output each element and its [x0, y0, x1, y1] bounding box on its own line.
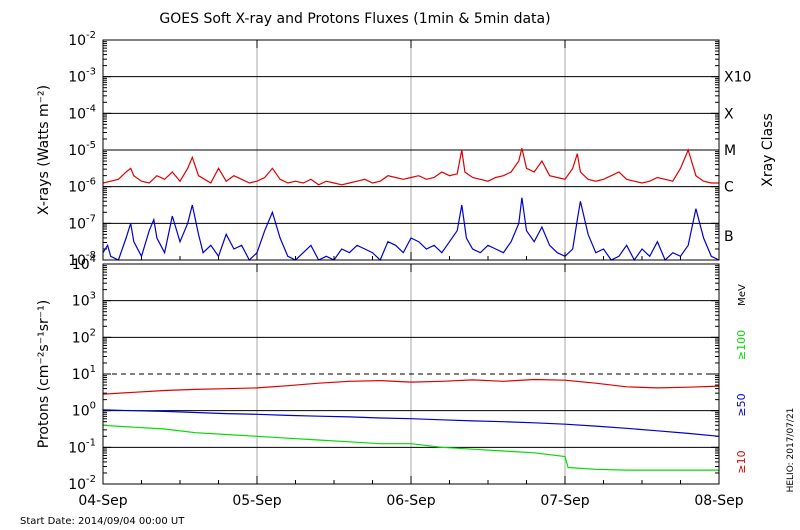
xray-class-labels: B C M X X10 [724, 70, 751, 246]
xray-y-tick-label-exponent: -8 [86, 250, 96, 261]
protons-y-tick-label: 100 [72, 401, 96, 420]
chart-title: GOES Soft X-ray and Protons Fluxes (1min… [159, 11, 550, 27]
xray-y-ticks: 10-810-710-610-510-410-310-2 [68, 30, 96, 269]
xray-series-line-0 [102, 148, 719, 186]
xray-y-tick-label: 10-5 [68, 140, 96, 159]
proton-y-axis-label: Protons (cm⁻²s⁻¹sr⁻¹) [36, 300, 52, 449]
x-tick-label: 06-Sep [386, 493, 435, 509]
xray-y-tick-label-exponent: -4 [86, 103, 96, 114]
protons-series-line-0 [102, 424, 719, 471]
xray-y-tick-label-exponent: -2 [86, 30, 96, 41]
xray-y-tick-label: 10-6 [68, 177, 96, 196]
proton-legend-entry: ≥50 [735, 393, 748, 416]
protons-y-tick-label-exponent: 4 [90, 254, 96, 265]
protons-y-tick-label: 10-1 [68, 437, 96, 456]
protons-y-tick-label: 103 [72, 291, 96, 310]
protons-y-tick-label: 10-2 [68, 474, 96, 493]
proton-grid [103, 263, 719, 485]
xray-class-label: C [724, 180, 734, 196]
protons-y-tick-label: 101 [72, 364, 96, 383]
xray-y-tick-label-exponent: -3 [86, 67, 96, 78]
proton-series [102, 378, 720, 471]
xray-class-label: X10 [724, 70, 751, 86]
protons-y-tick-label-exponent: 1 [90, 364, 96, 375]
xray-y-tick-label: 10-4 [68, 103, 96, 122]
xray-class-label: M [724, 143, 736, 159]
xray-right-axis-label: Xray Class [760, 113, 776, 187]
xray-y-tick-label-exponent: -5 [86, 140, 96, 151]
proton-legend: ≥100 ≥50 ≥10 [735, 330, 748, 474]
start-date-label: Start Date: 2014/09/04 00:00 UT [20, 516, 185, 527]
protons-y-tick-label-exponent: 0 [90, 401, 96, 412]
xray-y-tick-label: 10-7 [68, 213, 96, 232]
x-tick-label: 05-Sep [232, 493, 281, 509]
proton-legend-entry: ≥10 [735, 450, 748, 473]
protons-y-tick-label-exponent: -1 [86, 437, 96, 448]
xray-class-label: X [724, 106, 734, 122]
x-tick-label: 07-Sep [540, 493, 589, 509]
protons-y-tick-label: 104 [72, 254, 96, 273]
protons-y-tick-label: 102 [72, 327, 96, 346]
protons-y-tick-label-exponent: -2 [86, 474, 96, 485]
xray-y-tick-label: 10-3 [68, 67, 96, 86]
x-tick-label: 04-Sep [78, 493, 127, 509]
credit-label: HELIO: 2017/07/21 [786, 408, 796, 493]
x-tick-label: 08-Sep [694, 493, 743, 509]
protons-y-tick-label-exponent: 3 [90, 291, 96, 302]
xray-y-tick-label: 10-2 [68, 30, 96, 49]
protons-series-line-1 [102, 409, 720, 437]
xray-grid [103, 39, 719, 261]
protons-series-line-2 [102, 378, 720, 395]
xray-y-axis-label: X-rays (Watts m⁻²) [36, 85, 52, 215]
xray-y-tick-label-exponent: -7 [86, 213, 96, 224]
proton-unit-label: MeV [737, 284, 748, 306]
x-axis-ticks: 04-Sep 05-Sep 06-Sep 07-Sep 08-Sep [78, 40, 744, 509]
xray-series-line-1 [102, 197, 720, 262]
xray-class-label: B [724, 229, 734, 245]
xray-series [102, 148, 720, 262]
protons-y-tick-label-exponent: 2 [90, 327, 96, 338]
proton-legend-entry: ≥100 [735, 330, 748, 360]
xray-y-tick-label-exponent: -6 [86, 177, 96, 188]
